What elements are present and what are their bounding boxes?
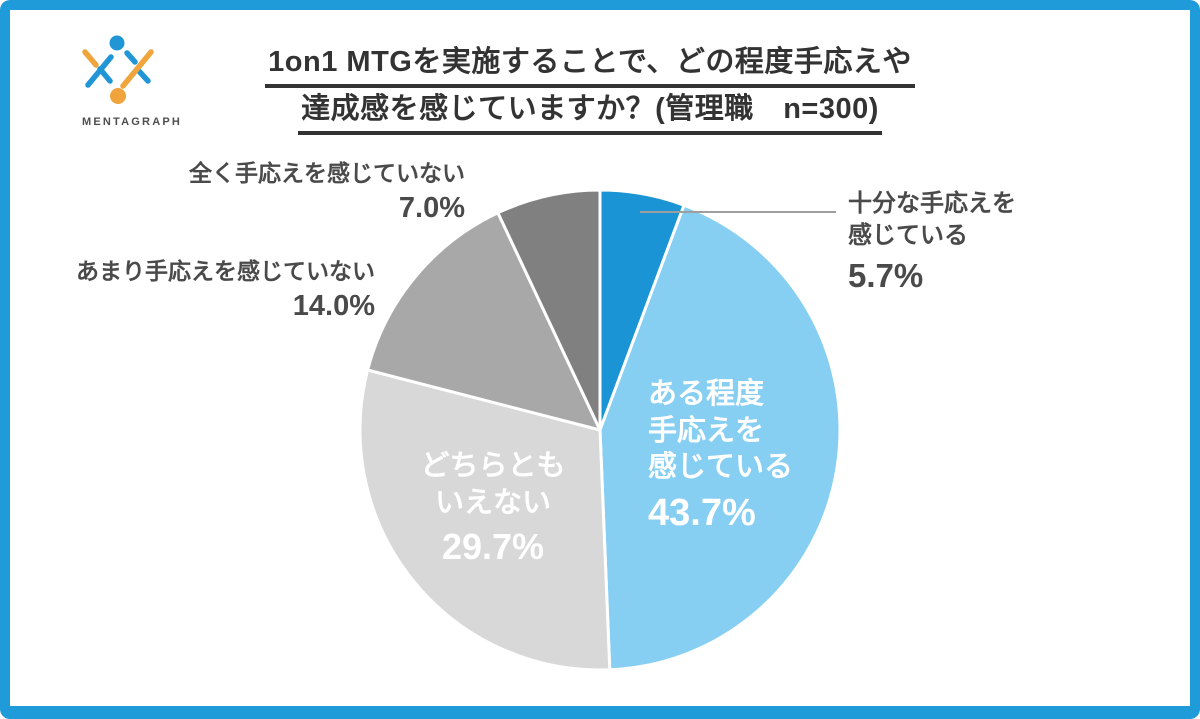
logo-stroke-orange-nw xyxy=(82,49,99,68)
label-none-text: 全く手応えを感じていない xyxy=(189,160,465,186)
label-none: 全く手応えを感じていない 7.0% xyxy=(189,159,465,228)
label-some-text1: ある程度 xyxy=(648,378,765,410)
label-sufficient-value: 5.7% xyxy=(848,257,924,295)
mentagraph-logo-icon xyxy=(82,35,154,104)
logo-wordmark: MENTAGRAPH xyxy=(82,116,183,128)
label-neither-text2: いえない xyxy=(434,486,551,519)
label-some-value: 43.7% xyxy=(648,491,756,534)
label-sufficient-text1: 十分な手応えを xyxy=(848,190,1016,217)
label-not-much-value: 14.0% xyxy=(292,289,375,322)
label-some-text2: 手応えを xyxy=(648,414,765,447)
logo-dot-blue xyxy=(109,35,125,51)
pie-slice-2 xyxy=(358,368,612,672)
pie-slices xyxy=(358,188,842,672)
label-neither-value: 29.7% xyxy=(441,526,545,568)
logo-dot-orange xyxy=(110,88,126,104)
label-neither-text1: どちらとも xyxy=(420,450,566,482)
logo-stroke-orange-long xyxy=(120,49,154,89)
chart-title-line2: 達成感を感じていますか？(管理職 n=300) xyxy=(298,91,882,136)
pie-slice-4 xyxy=(496,188,602,432)
chart-title-line1: 1on1 MTGを実施することで、どの程度手応えや xyxy=(265,44,915,89)
label-sufficient-text2: 感じている xyxy=(848,221,968,249)
chart-title: 1on1 MTGを実施することで、どの程度手応えや 達成感を感じていますか？(管… xyxy=(90,44,1090,138)
label-none-value: 7.0% xyxy=(398,191,465,224)
logo-stroke-blue-nw2 xyxy=(124,50,138,65)
label-some-text3: 感じている xyxy=(648,451,794,484)
pie-slice-3 xyxy=(366,211,602,432)
label-not-much: あまり手応えを感じていない 14.0% xyxy=(76,257,375,326)
label-neither: どちらとも いえない 29.7% xyxy=(398,448,588,569)
logo-stroke-blue-long xyxy=(85,54,114,88)
label-sufficient: 十分な手応えを 感じている 5.7% xyxy=(848,188,1016,298)
logo-stroke-blue-se2 xyxy=(135,67,151,84)
label-some-response: ある程度 手応えを 感じている 43.7% xyxy=(648,376,793,537)
label-not-much-text: あまり手応えを感じていない xyxy=(76,258,375,284)
pie-slice-1 xyxy=(598,203,842,672)
